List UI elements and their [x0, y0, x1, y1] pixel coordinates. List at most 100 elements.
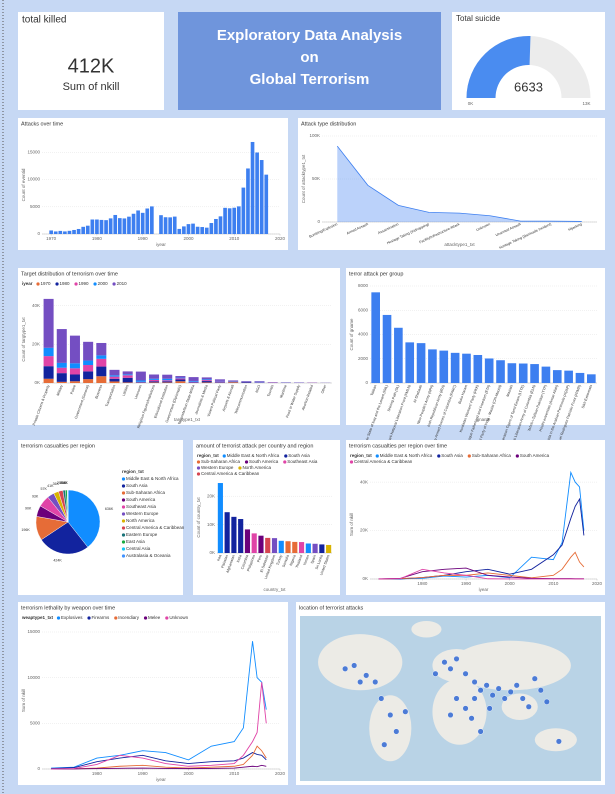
bar [231, 516, 237, 553]
bar [186, 224, 191, 234]
bar-segment [69, 368, 80, 375]
map-point [468, 715, 475, 722]
bar-segment [69, 335, 80, 364]
bar [113, 214, 118, 234]
y-tick-label: 4000 [358, 332, 369, 337]
x-tick-label: 2000 [505, 581, 516, 586]
bar [95, 219, 99, 234]
bar-segment [149, 381, 160, 383]
x-tick-label: 2000 [183, 771, 194, 776]
legend-label: Sub-Saharan Africa [472, 453, 512, 458]
bar [72, 229, 76, 234]
map-land [450, 640, 571, 691]
x-tick-label: Business [94, 384, 103, 399]
x-tick-label: Police [70, 384, 77, 395]
bar [58, 230, 63, 234]
bar [305, 543, 311, 553]
bar-segment [162, 374, 173, 379]
legend-label: Central Asia [126, 546, 151, 551]
bar-segment [43, 366, 54, 379]
bar [227, 208, 232, 234]
panel-title: amount of terrorist attack per country a… [196, 443, 313, 449]
map-point [489, 692, 496, 699]
map-land [432, 678, 487, 745]
x-axis-label: attacktype1_txt [444, 242, 475, 247]
bar [251, 533, 257, 553]
panel-title: location of terrorist attacks [299, 605, 363, 611]
x-axis-label: iyear [156, 777, 166, 782]
y-tick-label: 40K [32, 303, 40, 308]
legend-swatch [222, 454, 226, 458]
x-tick-label: Al-Shabaab [413, 384, 423, 403]
bar-segment [43, 356, 54, 367]
bar-segment [109, 369, 120, 376]
pie-label: 15K [59, 481, 66, 485]
y-tick-label: 6000 [358, 307, 369, 312]
map-land [411, 620, 442, 638]
bar [382, 314, 392, 383]
line-series [51, 745, 267, 770]
bar [85, 225, 90, 234]
legend-swatch [238, 466, 242, 470]
bar [450, 352, 460, 383]
map-point [543, 698, 550, 705]
map-point [351, 662, 358, 669]
y-axis-label: Count of targtype1_txt [21, 317, 26, 362]
bar-segment [214, 382, 225, 383]
map-point [501, 695, 508, 702]
panel [18, 12, 164, 110]
pie-label: 93K [32, 495, 39, 499]
bar-segment [109, 375, 120, 377]
line-series [378, 470, 585, 580]
bar [496, 360, 505, 383]
pie-label: 36K [53, 482, 60, 486]
legend-label: Unknown [169, 615, 188, 620]
y-tick-label: 100K [309, 133, 320, 138]
panel-title: Attack type distribution [301, 121, 356, 127]
bar [541, 366, 551, 383]
panel [298, 118, 605, 250]
x-tick-label: 1980 [92, 236, 103, 241]
bar-segment [162, 380, 173, 382]
map-land [369, 695, 412, 762]
legend-label: North America [242, 465, 271, 470]
x-tick-label: 1980 [92, 771, 103, 776]
x-axis-label: country_txt [263, 587, 286, 592]
y-tick-label: 0 [37, 766, 40, 771]
bar-segment [201, 381, 212, 383]
bar [191, 223, 195, 234]
legend-swatch [87, 616, 91, 620]
bar-segment [109, 378, 120, 382]
y-tick-label: 5000 [30, 204, 41, 209]
x-tick-label: 1980 [417, 581, 428, 586]
banner-line: Exploratory Data Analysis [217, 27, 402, 44]
map-land [318, 634, 403, 691]
bar [552, 370, 562, 383]
legend-title: iyear [22, 281, 33, 286]
x-tick-label: 1990 [138, 236, 149, 241]
map-point [507, 688, 514, 695]
y-tick-label: 0K [34, 380, 40, 385]
y-tick-label: 2000 [358, 356, 369, 361]
panel [193, 440, 340, 595]
x-tick-label: United States [319, 554, 330, 576]
area-fill [337, 146, 582, 222]
legend-swatch [121, 554, 126, 558]
panel-title: terrorism casualties per region over tim… [349, 443, 447, 449]
bar [218, 216, 223, 234]
legend-swatch [196, 460, 201, 464]
y-tick-label: 15000 [27, 629, 40, 634]
bar-segment [43, 298, 54, 348]
legend-label: Middle East & North Africa [126, 476, 179, 481]
legend-title: weaptype1_txt [21, 615, 54, 620]
bar [99, 219, 104, 234]
legend-swatch [437, 454, 441, 458]
bar [473, 354, 483, 383]
x-tick-label: Hijacking [568, 222, 583, 232]
y-tick-label: 10000 [27, 675, 40, 680]
legend-title: region_txt [350, 453, 372, 458]
bar-segment [56, 367, 67, 374]
bar-segment [56, 373, 67, 382]
map-point [453, 695, 460, 702]
x-tick-label: Spain [310, 554, 317, 564]
